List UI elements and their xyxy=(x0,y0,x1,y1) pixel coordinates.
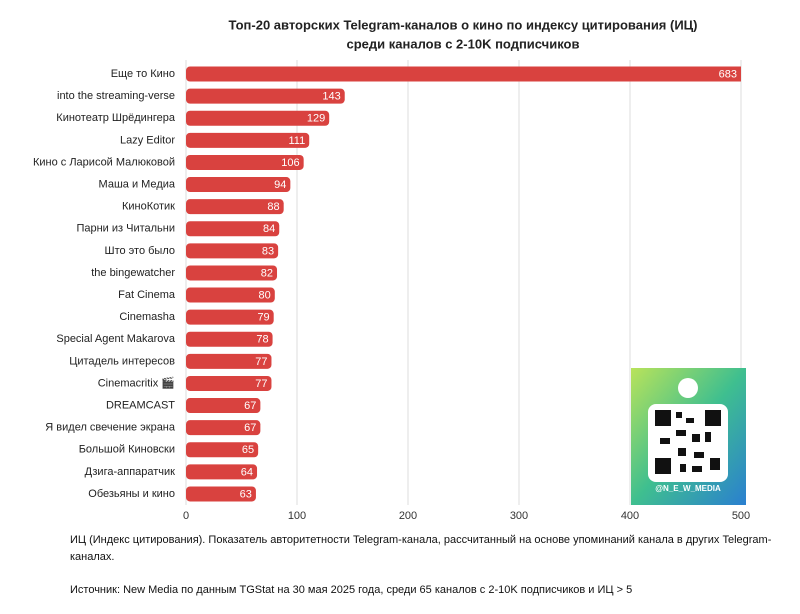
value-label: 683 xyxy=(719,68,737,80)
bar xyxy=(186,177,291,193)
y-tick-label: Парни из Читальни xyxy=(76,223,175,235)
value-label: 84 xyxy=(263,223,275,235)
y-tick-label: Кинотеатр Шрёдингера xyxy=(56,112,176,124)
bar xyxy=(186,221,280,237)
bar xyxy=(186,132,310,148)
x-tick-label: 400 xyxy=(621,510,639,522)
value-label: 80 xyxy=(259,289,271,301)
bar xyxy=(186,331,273,347)
y-tick-label: Cinemacritix 🎬 xyxy=(98,376,175,389)
y-tick-label: Я видел свечение экрана xyxy=(45,422,176,434)
y-tick-label: the bingewatcher xyxy=(91,267,175,279)
value-label: 88 xyxy=(267,201,279,213)
value-label: 65 xyxy=(242,444,254,456)
y-tick-label: Обезьяны и кино xyxy=(88,488,175,500)
x-tick-label: 200 xyxy=(399,510,417,522)
value-label: 67 xyxy=(244,422,256,434)
x-tick-label: 0 xyxy=(183,510,189,522)
y-tick-label: Fat Cinema xyxy=(118,289,176,301)
value-label: 129 xyxy=(307,113,325,125)
x-tick-label: 500 xyxy=(732,510,750,522)
value-label: 63 xyxy=(240,488,252,500)
y-tick-label: Lazy Editor xyxy=(120,134,175,146)
x-tick-label: 100 xyxy=(288,510,306,522)
value-label: 79 xyxy=(257,312,269,324)
bar xyxy=(186,420,261,436)
logo xyxy=(678,378,698,398)
bar xyxy=(186,66,741,82)
y-tick-label: Кино с Ларисой Малюковой xyxy=(33,156,175,168)
qr-code xyxy=(655,410,721,474)
source: Источник: New Media по данным TGStat на … xyxy=(70,584,633,596)
notes: ИЦ (Индекс цитирования). Показатель авто… xyxy=(70,534,772,563)
y-tick-label: Цитадель интересов xyxy=(69,355,175,367)
value-label: 111 xyxy=(288,135,305,147)
y-tick-label: Што это было xyxy=(105,245,176,257)
y-tick-label: DREAMCAST xyxy=(106,399,175,411)
value-label: 143 xyxy=(322,91,340,103)
chart-title: Топ-20 авторских Telegram-каналов о кино… xyxy=(228,17,697,32)
y-tick-label: into the streaming-verse xyxy=(57,90,175,102)
bar xyxy=(186,243,279,259)
bar xyxy=(186,110,330,126)
bar xyxy=(186,309,274,325)
y-tick-label: Еще то Кино xyxy=(111,68,175,80)
bar xyxy=(186,199,284,215)
value-label: 77 xyxy=(255,378,267,390)
bar xyxy=(186,154,304,170)
y-tick-label: Дзига-аппаратчик xyxy=(85,466,176,478)
bar xyxy=(186,375,272,391)
x-tick-label: 300 xyxy=(510,510,528,522)
y-tick-label: КиноКотик xyxy=(122,201,175,213)
bar xyxy=(186,287,275,303)
y-tick-label: Маша и Медиа xyxy=(99,178,176,190)
y-tick-label: Большой Киновски xyxy=(79,444,175,456)
value-label: 67 xyxy=(244,400,256,412)
bar xyxy=(186,353,272,369)
chart-title: среди каналов с 2-10K подписчиков xyxy=(347,36,580,51)
value-label: 78 xyxy=(256,334,268,346)
value-label: 106 xyxy=(281,157,299,169)
bar xyxy=(186,486,256,502)
y-tick-label: Cinemasha xyxy=(119,311,176,323)
bar xyxy=(186,442,259,458)
value-label: 82 xyxy=(261,267,273,279)
bar xyxy=(186,398,261,414)
value-label: 94 xyxy=(274,179,286,191)
qr-badge: @N_E_W_MEDIA xyxy=(631,368,746,505)
value-label: 77 xyxy=(255,356,267,368)
y-tick-label: Special Agent Makarova xyxy=(56,333,176,345)
qr-label: @N_E_W_MEDIA xyxy=(655,484,721,493)
bar xyxy=(186,464,258,480)
bar xyxy=(186,265,278,281)
value-label: 83 xyxy=(262,245,274,257)
bar xyxy=(186,88,345,104)
value-label: 64 xyxy=(241,466,253,478)
